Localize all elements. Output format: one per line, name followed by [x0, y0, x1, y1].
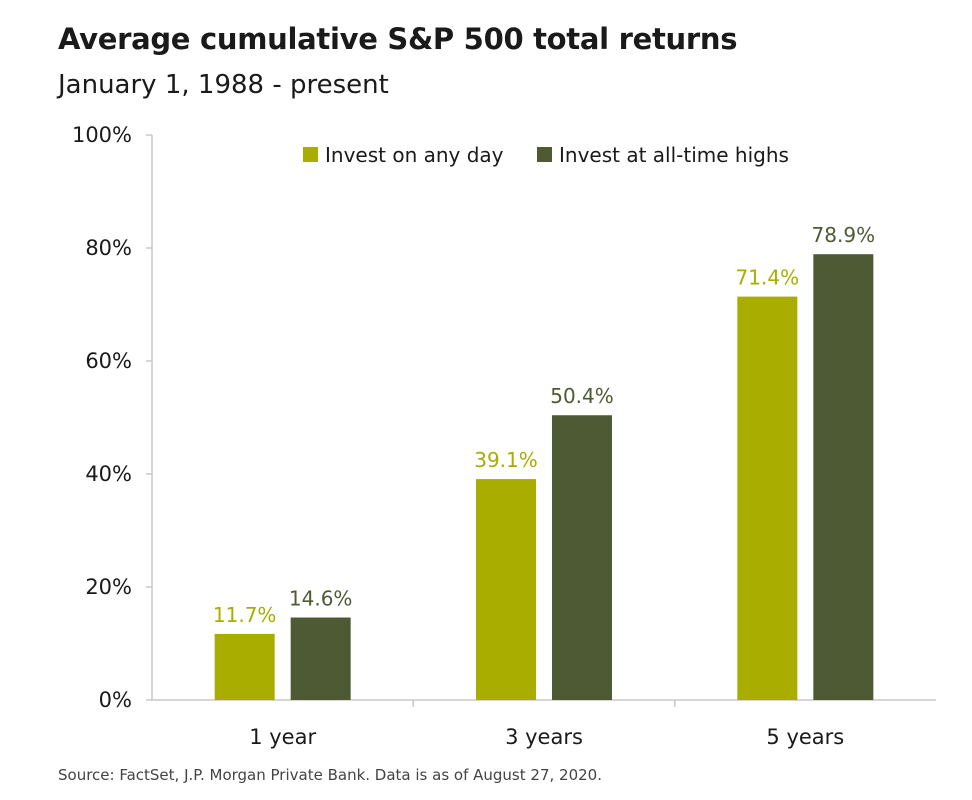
x-category-label: 5 years	[766, 725, 844, 749]
y-tick-label: 60%	[85, 349, 132, 373]
legend-label: Invest at all-time highs	[559, 143, 789, 167]
x-category-label: 1 year	[249, 725, 316, 749]
bar	[214, 633, 275, 700]
bar-chart: 0% 20% 40% 60% 80% 100% 1 year 11.7% 14.6% 3 year…	[72, 123, 936, 749]
bar	[290, 617, 351, 700]
chart-subtitle: January 1, 1988 - present	[58, 70, 389, 100]
data-label: 39.1%	[474, 448, 538, 472]
y-tick-label: 20%	[85, 575, 132, 599]
y-tick-label: 100%	[72, 123, 132, 147]
data-label: 78.9%	[812, 223, 876, 247]
y-tick-label: 0%	[99, 688, 132, 712]
source-note: Source: FactSet, J.P. Morgan Private Ban…	[58, 766, 602, 784]
legend-label: Invest on any day	[325, 143, 504, 167]
bar	[552, 415, 612, 700]
legend-swatch	[303, 147, 318, 162]
x-category-label: 3 years	[505, 725, 583, 749]
data-label: 71.4%	[736, 266, 800, 290]
data-label: 14.6%	[289, 587, 353, 611]
bar	[476, 479, 536, 700]
data-label: 50.4%	[550, 384, 614, 408]
legend-swatch	[537, 147, 552, 162]
y-tick-label: 80%	[85, 236, 132, 260]
bar	[813, 254, 874, 700]
data-label: 11.7%	[213, 603, 277, 627]
bar	[737, 296, 798, 700]
y-tick-label: 40%	[85, 462, 132, 486]
chart-title: Average cumulative S&P 500 total returns	[58, 22, 738, 56]
